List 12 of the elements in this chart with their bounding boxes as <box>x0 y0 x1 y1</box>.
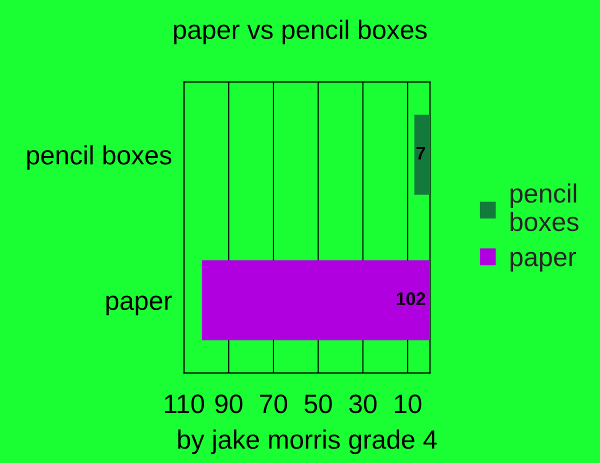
x-tick-label: 30 <box>349 394 377 414</box>
x-tick-label: 110 <box>164 394 204 414</box>
data-label: 102 <box>396 292 426 306</box>
x-tick-label: 50 <box>304 394 332 414</box>
x-tick-label: 70 <box>260 394 288 414</box>
data-label: 7 <box>416 146 426 160</box>
legend-label: pencil boxes <box>510 183 578 232</box>
x-tick-label: 10 <box>394 394 422 414</box>
legend-label: paper <box>510 252 576 272</box>
x-axis-title: by jake morris grade 4 <box>178 430 437 454</box>
chart-title: paper vs pencil boxes <box>174 20 427 44</box>
x-tick-label: 90 <box>215 394 242 414</box>
